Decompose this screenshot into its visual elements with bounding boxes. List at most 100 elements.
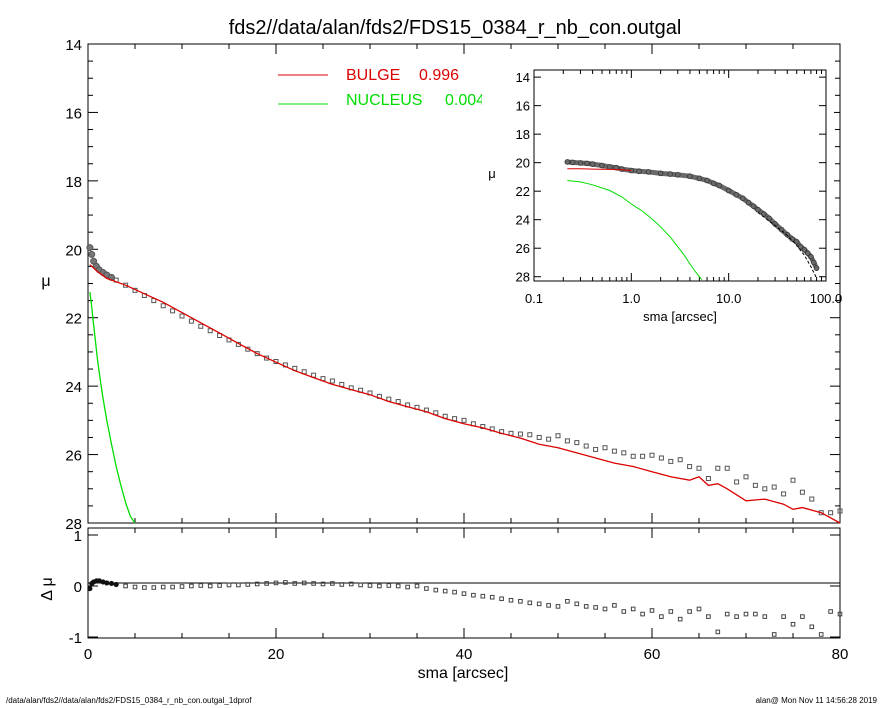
residual-point: [715, 629, 721, 635]
data-point: [329, 378, 335, 384]
residual-point: [320, 581, 326, 587]
inset-data-point: [589, 161, 596, 167]
residual-point: [108, 580, 115, 587]
inset-data-point: [716, 182, 723, 189]
y-tick-label: 14: [65, 37, 82, 54]
residual-point: [649, 608, 655, 613]
inset-data-point: [804, 250, 811, 256]
residual-point: [452, 589, 457, 595]
residual-point: [132, 584, 138, 590]
residual-point: [471, 592, 476, 598]
residual-point: [499, 596, 504, 602]
residual-point: [583, 604, 589, 609]
residual-point: [508, 597, 514, 603]
data-point: [555, 433, 561, 439]
data-point: [90, 257, 98, 265]
inset-data-point: [657, 170, 664, 177]
residual-point: [386, 583, 392, 588]
inset-y-tick-label: 26: [516, 241, 530, 256]
residual-point: [518, 599, 523, 604]
residual-point: [536, 601, 542, 607]
inset-y-tick-label: 20: [516, 156, 530, 171]
residual-point: [236, 582, 241, 588]
y-tick-label: 18: [65, 174, 82, 191]
y-tick-label: 20: [65, 242, 82, 259]
residual-y-axis-label: Δ μ: [39, 577, 56, 600]
residual-point: [254, 581, 260, 587]
inset-data-point: [645, 169, 652, 175]
residual-point: [480, 593, 486, 599]
inset-data-point: [750, 203, 757, 209]
inset-data-point: [784, 231, 791, 238]
residual-point: [489, 594, 495, 600]
legend: BULGE 0.996 NUCLEUS 0.004: [278, 67, 485, 109]
residual-point: [790, 621, 796, 627]
inset-data-point: [755, 206, 761, 213]
inset-y-tick-label: 16: [516, 99, 530, 114]
data-point: [668, 458, 674, 464]
residual-point: [217, 583, 222, 588]
residual-point: [264, 581, 269, 586]
inset-data-point: [569, 159, 576, 166]
residual-point: [151, 585, 157, 590]
residual-axis-ticks: 0 20 40 60 80-101: [69, 528, 849, 663]
x-tick-label: 80: [832, 646, 849, 663]
bulge-model-line: [89, 264, 841, 524]
data-point: [828, 510, 834, 516]
residual-point: [433, 587, 439, 593]
residual-point: [442, 588, 448, 594]
data-point: [86, 244, 94, 252]
data-point: [395, 399, 401, 405]
nucleus-model-line: [89, 292, 136, 524]
residual-point: [753, 611, 758, 617]
y-tick-label: 22: [65, 311, 82, 328]
residual-point: [837, 611, 843, 617]
data-point: [724, 465, 730, 471]
data-point: [790, 477, 796, 483]
residual-point: [348, 581, 354, 587]
data-point: [809, 496, 815, 502]
inset-data-point: [740, 195, 746, 202]
residual-point: [743, 611, 749, 617]
data-point: [593, 446, 599, 452]
residual-point: [818, 632, 824, 637]
data-point: [630, 453, 636, 459]
main-axis-ticks: 14 16 18 20 22 24 26 28: [65, 37, 841, 533]
residual-point: [292, 581, 298, 586]
inset-total-model-line: [757, 212, 818, 279]
inset-y-axis-label: μ: [488, 166, 496, 181]
residual-point: [734, 614, 739, 619]
inset-data-point: [778, 226, 785, 233]
x-tick-label: 40: [456, 646, 473, 663]
residual-point: [87, 585, 93, 592]
data-point: [170, 308, 176, 314]
data-point: [179, 313, 185, 319]
y-tick-label: 26: [65, 448, 82, 465]
data-point: [734, 479, 740, 485]
residual-point: [273, 580, 279, 586]
inset-x-tick-label: 1.0: [622, 291, 640, 306]
residual-point: [123, 583, 128, 589]
residual-point: [367, 583, 373, 588]
residual-point: [170, 584, 175, 590]
inset-background: [482, 60, 834, 306]
data-point: [198, 323, 204, 329]
data-point: [339, 381, 345, 387]
inset-y-tick-label: 18: [516, 127, 530, 142]
residual-point: [800, 614, 805, 619]
residual-point: [283, 580, 288, 585]
x-tick-label: 60: [644, 646, 661, 663]
inset-model-series: [567, 168, 818, 280]
residual-point: [724, 611, 730, 617]
data-point: [743, 474, 749, 480]
residual-point: [828, 609, 833, 614]
residual-point: [142, 585, 147, 590]
residual-point: [198, 583, 204, 588]
residual-point: [179, 584, 185, 589]
residual-point: [621, 609, 627, 614]
x-axis-label: sma [arcsec]: [418, 665, 509, 682]
data-point: [254, 351, 260, 357]
residual-point: [574, 601, 580, 607]
data-point: [536, 434, 542, 440]
data-point: [687, 464, 693, 470]
